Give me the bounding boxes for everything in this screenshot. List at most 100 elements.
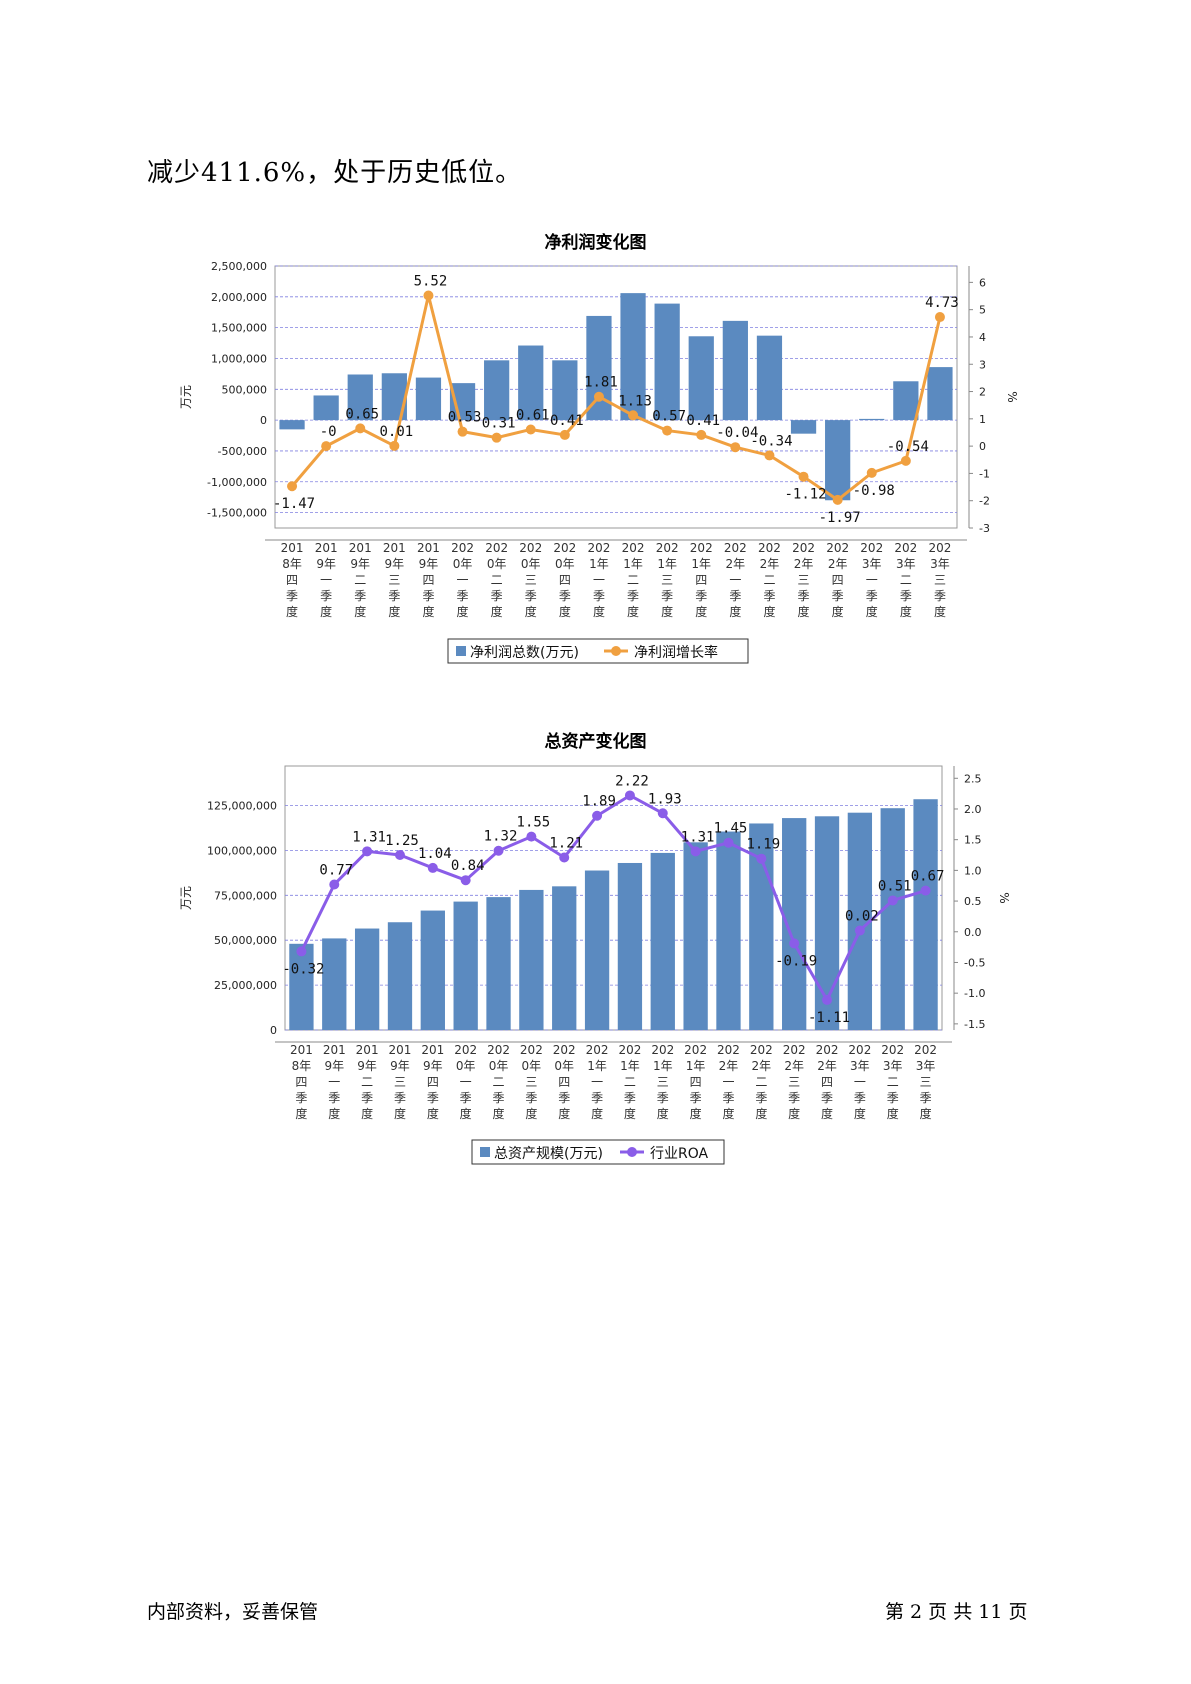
x-tick-label: 9年 (324, 1059, 344, 1073)
data-label: 0.77 (319, 862, 353, 878)
x-tick-label: 度 (457, 604, 469, 619)
x-tick-label: 0年 (487, 557, 507, 571)
y2-tick-label: 0.5 (964, 895, 982, 908)
x-tick-label: 3年 (896, 557, 916, 571)
bar (519, 889, 544, 1030)
x-tick-label: 202 (587, 541, 610, 555)
data-label: -0.34 (750, 433, 792, 449)
legend-line-label: 净利润增长率 (634, 644, 718, 661)
x-tick-label: 季 (821, 1091, 833, 1105)
x-tick-label: 季 (788, 1091, 800, 1105)
x-tick-label: 一 (593, 573, 605, 587)
x-tick-label: 2年 (794, 557, 814, 571)
footer-confidential: 内部资料，妥善保管 (147, 1601, 319, 1623)
x-tick-label: 三 (934, 573, 946, 587)
x-tick-label: 季 (525, 589, 537, 603)
y-tick-label: 1,500,000 (211, 322, 267, 335)
data-label: 1.25 (385, 833, 419, 849)
data-label: 0.67 (911, 869, 945, 885)
x-tick-label: 季 (354, 589, 366, 603)
x-tick-label: 度 (491, 604, 503, 619)
y-tick-label: 0 (260, 414, 267, 427)
y2-tick-label: 3 (979, 358, 986, 371)
x-tick-label: 度 (798, 604, 810, 619)
data-label: -0.32 (282, 961, 324, 977)
x-tick-label: 一 (854, 1075, 866, 1089)
line-point (764, 450, 775, 461)
bar (927, 367, 953, 421)
x-tick-label: 度 (627, 604, 639, 619)
x-tick-label: 202 (860, 541, 883, 555)
y2-tick-label: 0.0 (964, 926, 982, 939)
y2-tick-label: 4 (979, 331, 986, 344)
bar (722, 320, 748, 421)
x-tick-label: 度 (286, 604, 298, 619)
line-point (493, 845, 504, 856)
x-tick-label: 度 (388, 604, 400, 619)
x-tick-label: 二 (755, 1075, 767, 1089)
x-tick-label: 季 (559, 589, 571, 603)
y-tick-label: 125,000,000 (207, 800, 277, 813)
line-point (525, 424, 536, 435)
line-point (287, 481, 298, 492)
y-tick-label: 25,000,000 (214, 979, 277, 992)
line-point (559, 852, 570, 863)
bar (617, 862, 643, 1030)
x-tick-label: 度 (593, 604, 605, 619)
y2-tick-label: 0 (979, 440, 986, 453)
line-point (457, 426, 468, 437)
footer-page-number: 第 2 页 共 11 页 (885, 1601, 1028, 1623)
x-tick-label: 季 (593, 589, 605, 603)
data-label: 1.31 (352, 829, 386, 845)
data-label: -0.98 (853, 483, 895, 499)
data-label: 0.84 (451, 858, 485, 874)
data-label: 0.41 (686, 413, 720, 429)
x-tick-label: 8年 (282, 557, 302, 571)
x-tick-label: 季 (900, 589, 912, 603)
x-tick-label: 季 (328, 1091, 340, 1105)
intro-text: 减少411.6%，处于历史低位。 (147, 158, 523, 188)
line-point (526, 831, 537, 842)
x-tick-label: 季 (388, 589, 400, 603)
x-tick-label: 一 (729, 573, 741, 587)
x-tick-label: 度 (422, 604, 434, 619)
data-label: -1.11 (808, 1010, 850, 1026)
data-label: 1.93 (648, 791, 682, 807)
x-tick-label: 3年 (930, 557, 950, 571)
x-tick-label: 度 (854, 1106, 866, 1121)
y-tick-label: 100,000,000 (207, 844, 277, 857)
x-tick-label: 季 (286, 589, 298, 603)
line-point (362, 846, 373, 857)
x-tick-label: 202 (690, 541, 713, 555)
bar (620, 293, 646, 421)
x-tick-label: 0年 (453, 557, 473, 571)
x-tick-label: 202 (485, 541, 508, 555)
x-tick-label: 二 (491, 573, 503, 587)
line-point (723, 837, 734, 848)
x-tick-label: 201 (356, 1043, 379, 1057)
x-tick-label: 202 (914, 1043, 937, 1057)
x-tick-label: 度 (427, 1106, 439, 1121)
x-tick-label: 1年 (686, 1059, 706, 1073)
x-tick-label: 季 (591, 1091, 603, 1105)
x-tick-label: 3年 (883, 1059, 903, 1073)
x-tick-label: 202 (724, 541, 747, 555)
x-tick-label: 二 (361, 1075, 373, 1089)
x-tick-label: 季 (627, 589, 639, 603)
x-tick-label: 2年 (828, 557, 848, 571)
legend-bar-swatch (480, 1147, 490, 1157)
x-tick-label: 度 (460, 1106, 472, 1121)
y-tick-label: 1,000,000 (211, 352, 267, 365)
x-tick-label: 一 (320, 573, 332, 587)
x-tick-label: 1年 (587, 1059, 607, 1073)
line-point (329, 879, 340, 890)
x-tick-label: 季 (661, 589, 673, 603)
x-tick-label: 度 (887, 1106, 899, 1121)
legend-bar-label: 总资产规模(万元) (494, 1146, 603, 1162)
x-tick-label: 201 (417, 541, 440, 555)
line-point (866, 467, 877, 478)
x-tick-label: 202 (881, 1043, 904, 1057)
x-tick-label: 四 (832, 573, 844, 587)
x-tick-label: 度 (763, 604, 775, 619)
x-tick-label: 度 (624, 1106, 636, 1121)
